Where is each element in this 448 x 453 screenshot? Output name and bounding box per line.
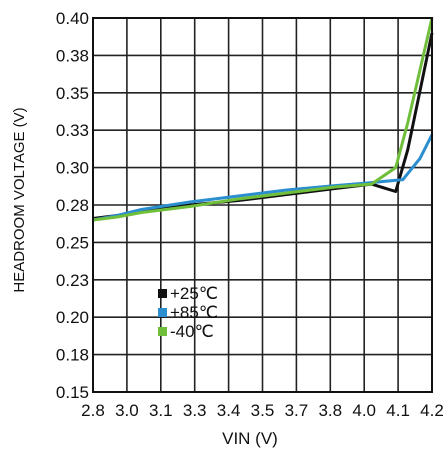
y-tick-label: 0.30 — [56, 159, 89, 178]
y-tick-label: 0.38 — [56, 46, 89, 65]
x-tick-label: 3.0 — [115, 401, 139, 420]
legend: +25℃+85℃-40℃ — [158, 284, 218, 341]
legend-label: -40℃ — [170, 322, 214, 341]
y-tick-label: 0.28 — [56, 196, 89, 215]
grid — [93, 18, 432, 392]
y-tick-label: 0.15 — [56, 383, 89, 402]
plot-frame — [92, 17, 433, 393]
y-tick-label: 0.23 — [56, 271, 89, 290]
x-tick-label: 3.7 — [285, 401, 309, 420]
x-tick-label: 3.8 — [318, 401, 342, 420]
x-tick-label: 3.5 — [251, 401, 275, 420]
y-tick-label: 0.40 — [56, 9, 89, 28]
x-tick-labels: 2.8 3.0 3.1 3.3 3.4 3.5 3.7 3.8 4.0 4.1 4.2 — [81, 401, 444, 420]
y-tick-label: 0.35 — [56, 84, 89, 103]
x-axis-label: VIN (V) — [222, 429, 278, 448]
x-tick-label: 4.0 — [352, 401, 376, 420]
legend-label: +25℃ — [170, 284, 218, 303]
legend-label: +85℃ — [170, 303, 218, 322]
y-axis-label: HEADROOM VOLTAGE (V) — [11, 107, 28, 292]
x-tick-label: 2.8 — [81, 401, 105, 420]
series-line-3 — [92, 17, 434, 222]
y-tick-label: 0.33 — [56, 121, 89, 140]
y-tick-label: 0.20 — [56, 308, 89, 327]
y-tick-label: 0.18 — [56, 346, 89, 365]
x-tick-label: 3.3 — [183, 401, 207, 420]
x-tick-label: 3.4 — [217, 401, 241, 420]
x-tick-label: 4.2 — [420, 401, 444, 420]
legend-swatch — [158, 308, 167, 317]
series-lines — [92, 17, 434, 222]
x-tick-label: 4.1 — [386, 401, 410, 420]
y-tick-label: 0.25 — [56, 233, 89, 252]
x-tick-label: 3.1 — [149, 401, 173, 420]
y-tick-labels: 0.40 0.38 0.35 0.33 0.30 0.28 0.25 0.23 0.20 0.18… — [56, 9, 89, 402]
series-line-2 — [92, 134, 434, 222]
legend-swatch — [158, 327, 167, 336]
legend-swatch — [158, 289, 167, 298]
